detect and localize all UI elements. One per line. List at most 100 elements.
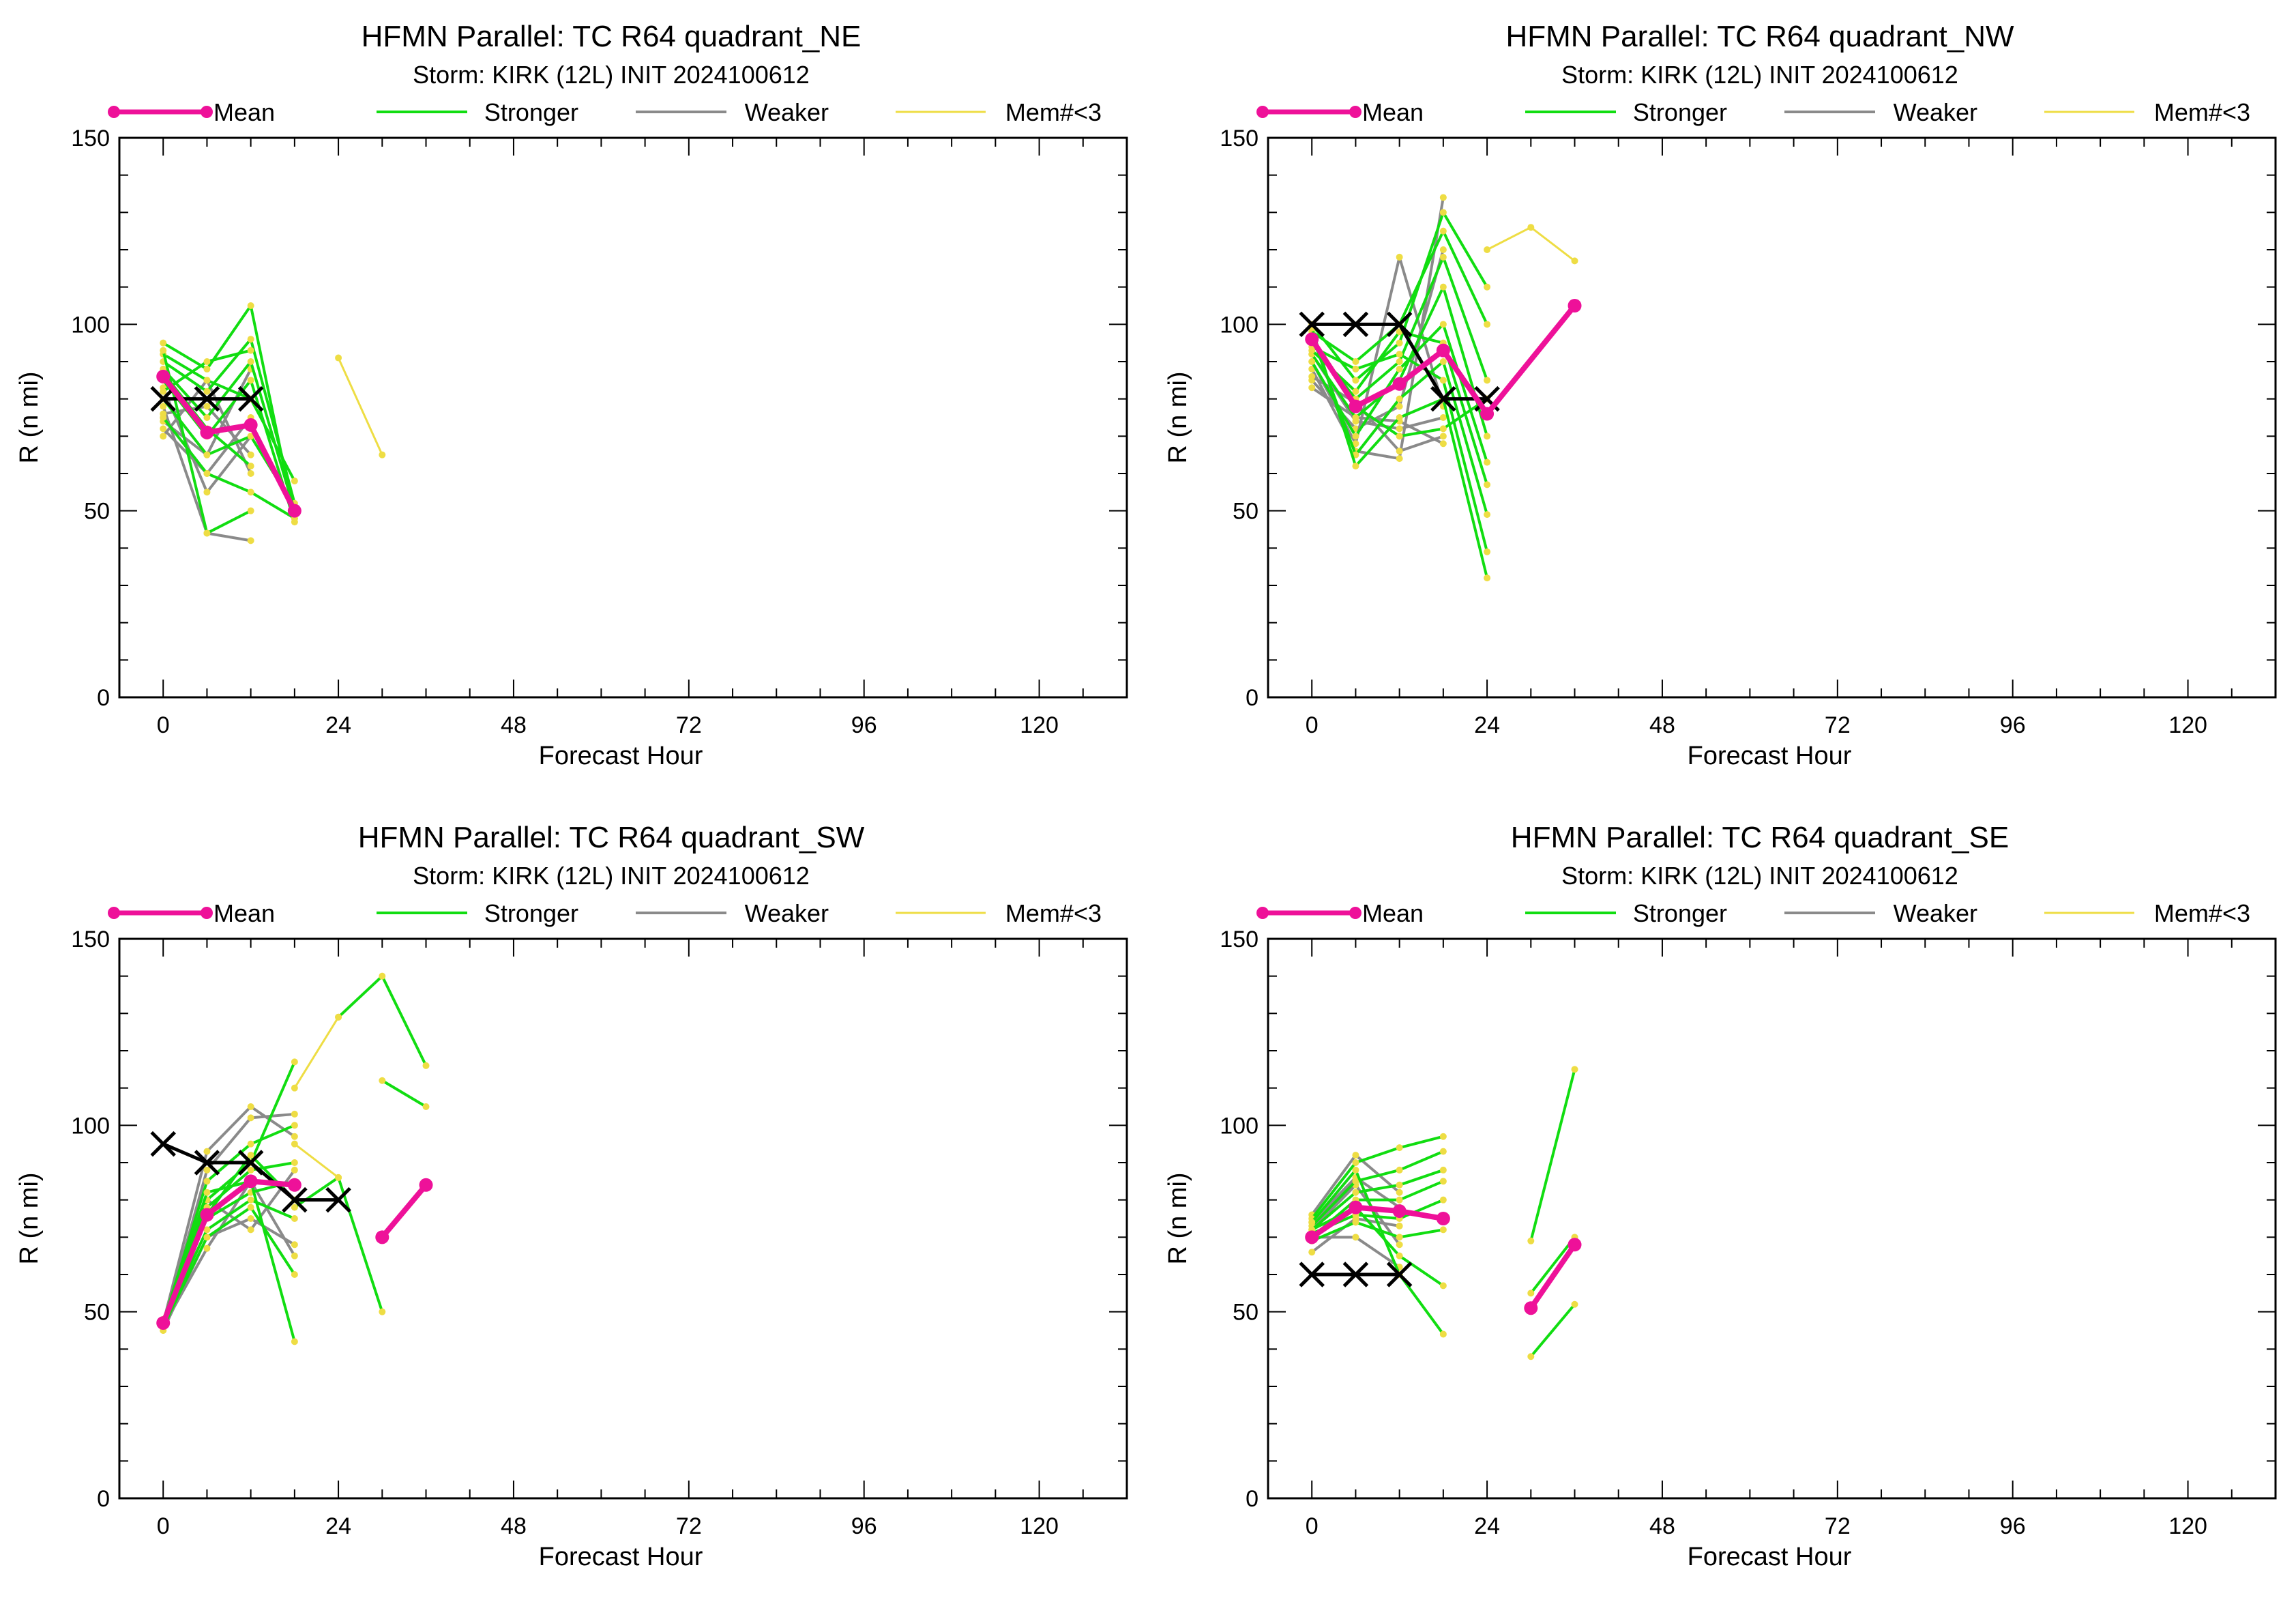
x-tick-label: 48 bbox=[501, 1513, 527, 1539]
stronger-member-point bbox=[1396, 365, 1403, 373]
stronger-member-point bbox=[1484, 433, 1491, 440]
weaker-member-point bbox=[1439, 440, 1447, 448]
chart-title: HFMN Parallel: TC R64 quadrant_NW bbox=[1506, 20, 2014, 53]
x-tick-label: 48 bbox=[501, 712, 527, 738]
best-track-marker bbox=[1299, 1262, 1325, 1287]
x-tick-label: 96 bbox=[2000, 712, 2026, 738]
legend: Mean Stronger Weaker Mem#<3 bbox=[108, 98, 1102, 126]
y-tick-label: 100 bbox=[1220, 1113, 1259, 1139]
mean-point bbox=[287, 1178, 301, 1192]
y-tick-label: 50 bbox=[1233, 499, 1259, 525]
y-tick-label: 150 bbox=[71, 927, 110, 952]
stronger-member-line bbox=[1529, 1303, 1576, 1358]
mean-point bbox=[1568, 1238, 1582, 1252]
weaker-member-point bbox=[1439, 194, 1447, 201]
few-member-line bbox=[293, 1143, 339, 1179]
stronger-member-point bbox=[379, 1077, 386, 1084]
few-member-point bbox=[1484, 246, 1491, 253]
few-member-point bbox=[1571, 257, 1578, 265]
chart-subtitle: Storm: KIRK (12L) INIT 2024100612 bbox=[413, 862, 810, 890]
x-tick-label: 120 bbox=[2168, 1513, 2207, 1539]
legend: Mean Stronger Weaker Mem#<3 bbox=[108, 899, 1102, 927]
mean-point bbox=[375, 1230, 389, 1244]
x-axis-label: Forecast Hour bbox=[539, 1543, 703, 1571]
weaker-member-point bbox=[1396, 1189, 1403, 1196]
weaker-member-point bbox=[203, 1148, 211, 1155]
weaker-member-point bbox=[247, 1215, 254, 1222]
y-axis-label: R (n mi) bbox=[15, 1172, 44, 1264]
stronger-member-point bbox=[203, 1226, 211, 1234]
y-tick-label: 50 bbox=[84, 499, 110, 525]
legend-mean-dot bbox=[201, 106, 213, 118]
best-track-marker bbox=[150, 1131, 176, 1157]
stronger-member-point bbox=[203, 365, 211, 373]
stronger-member-point bbox=[203, 358, 211, 365]
stronger-member-line bbox=[162, 304, 296, 519]
mean-point bbox=[1349, 399, 1363, 413]
stronger-member-point bbox=[160, 414, 167, 421]
plot-frame bbox=[118, 136, 1128, 699]
x-axis-label: Forecast Hour bbox=[1688, 1543, 1852, 1571]
stronger-member-point bbox=[1439, 1133, 1447, 1140]
stronger-member-point bbox=[1484, 321, 1491, 328]
weaker-member-point bbox=[203, 489, 211, 496]
stronger-member-point bbox=[1396, 1196, 1403, 1204]
best-track-marker bbox=[194, 1150, 220, 1176]
stronger-member-point bbox=[1439, 1148, 1447, 1155]
weaker-member-point bbox=[247, 1226, 254, 1234]
legend: Mean Stronger Weaker Mem#<3 bbox=[1256, 899, 2250, 927]
mean-line bbox=[161, 375, 297, 512]
weaker-member-point bbox=[291, 1241, 298, 1249]
plot-frame bbox=[1267, 136, 2277, 699]
x-tick-label: 24 bbox=[325, 1513, 351, 1539]
stronger-member-point bbox=[203, 414, 211, 421]
weaker-member-point bbox=[203, 1166, 211, 1174]
weaker-member-point bbox=[1439, 433, 1447, 440]
legend-few-label: Mem#<3 bbox=[1005, 899, 1102, 927]
weaker-member-point bbox=[247, 1114, 254, 1122]
mean-point bbox=[1305, 1230, 1319, 1244]
stronger-member-point bbox=[291, 1204, 298, 1211]
stronger-member-point bbox=[1527, 1353, 1535, 1360]
plot-frame bbox=[118, 937, 1128, 1500]
weaker-member-point bbox=[291, 1166, 298, 1174]
stronger-member-point bbox=[291, 1271, 298, 1278]
x-tick-label: 96 bbox=[2000, 1513, 2026, 1539]
weaker-member-point bbox=[1308, 1249, 1316, 1256]
y-tick-label: 0 bbox=[97, 685, 110, 711]
mean-line bbox=[1529, 1242, 1577, 1310]
weaker-member-point bbox=[1352, 1234, 1359, 1241]
stronger-member-line bbox=[1310, 1150, 1444, 1227]
weaker-member-point bbox=[160, 425, 167, 433]
stronger-member-point bbox=[247, 336, 254, 343]
weaker-member-point bbox=[1396, 253, 1403, 261]
x-tick-label: 120 bbox=[1020, 712, 1059, 738]
stronger-member-point bbox=[1352, 1219, 1359, 1226]
stronger-member-point bbox=[1396, 1166, 1403, 1174]
mean-point bbox=[1392, 1204, 1407, 1219]
stronger-member-point bbox=[1396, 339, 1403, 347]
stronger-member-point bbox=[203, 529, 211, 537]
stronger-member-line bbox=[1311, 1206, 1444, 1287]
stronger-member-point bbox=[203, 1189, 211, 1196]
stronger-member-point bbox=[291, 1058, 298, 1066]
stronger-member-point bbox=[1352, 1166, 1359, 1174]
stronger-member-point bbox=[1527, 1237, 1535, 1244]
weaker-member-point bbox=[291, 1133, 298, 1140]
legend-mean-dot bbox=[108, 106, 120, 118]
stronger-member-point bbox=[203, 470, 211, 477]
stronger-member-point bbox=[1352, 377, 1359, 384]
best-track-marker bbox=[194, 385, 220, 412]
few-member-point bbox=[335, 1174, 342, 1181]
few-member-line bbox=[1486, 226, 1576, 262]
best-track-marker bbox=[237, 385, 264, 412]
stronger-member-point bbox=[1396, 1252, 1403, 1259]
x-tick-label: 120 bbox=[1020, 1513, 1059, 1539]
stronger-member-point bbox=[247, 1204, 254, 1211]
plot-frame bbox=[1267, 937, 2277, 1500]
mean-point bbox=[244, 1174, 258, 1189]
weaker-member-point bbox=[160, 433, 167, 440]
few-member-point bbox=[335, 1013, 342, 1021]
stronger-member-point bbox=[247, 1196, 254, 1204]
